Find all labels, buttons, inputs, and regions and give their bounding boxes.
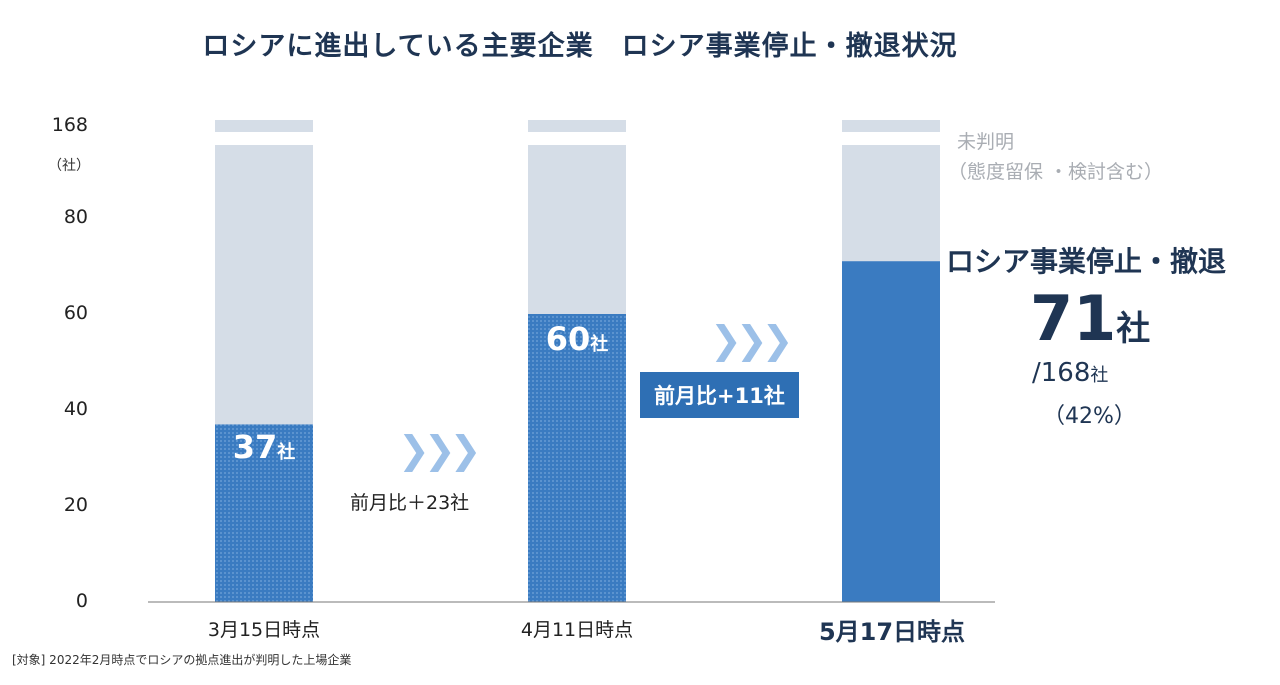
highlight-title: ロシア事業停止・撤退: [946, 245, 1227, 278]
unknown-sublabel: （態度留保 ・検討含む）: [948, 161, 1164, 183]
highlight-total: /168社: [1032, 358, 1109, 388]
bar-withdrawn-1: [528, 314, 626, 602]
unknown-label: 未判明: [957, 131, 1015, 153]
bar-label-mar15: 37社: [232, 428, 296, 466]
x-label-apr11: 4月11日時点: [520, 619, 634, 641]
comparison-mar-apr: 前月比＋23社: [350, 492, 470, 514]
highlight-count: 71社: [1030, 282, 1151, 355]
y-tick-40: 40: [63, 398, 88, 420]
y-tick-80: 80: [63, 206, 88, 228]
bar-withdrawn-2: [842, 261, 940, 602]
y-axis-unit: （社）: [48, 158, 90, 174]
highlight-percentage: （42%）: [1043, 404, 1136, 429]
footnote: [対象] 2022年2月時点でロシアの拠点進出が判明した上場企業: [12, 653, 352, 667]
y-tick-60: 60: [63, 302, 88, 324]
y-tick-0: 0: [75, 590, 88, 612]
bar-withdrawn-0: [215, 424, 313, 602]
y-tick-168: 168: [51, 114, 88, 136]
comparison-apr-may-badge: 前月比+11社: [640, 372, 799, 418]
bar-unknown-cap-2: [842, 120, 940, 132]
bar-unknown-cap-1: [528, 120, 626, 132]
chevron-right-icon: ❯❯❯: [398, 428, 481, 472]
bar-unknown-1: [528, 145, 626, 314]
bar-unknown-2: [842, 145, 940, 262]
page-title: ロシアに進出している主要企業 ロシア事業停止・撤退状況: [202, 31, 958, 62]
bar-label-apr11: 60社: [545, 320, 609, 358]
x-label-may17: 5月17日時点: [818, 618, 966, 646]
x-label-mar15: 3月15日時点: [207, 619, 321, 641]
chevron-right-icon: ❯❯❯: [710, 318, 793, 362]
bar-unknown-0: [215, 145, 313, 425]
bar-unknown-cap-0: [215, 120, 313, 132]
y-tick-20: 20: [63, 494, 88, 516]
